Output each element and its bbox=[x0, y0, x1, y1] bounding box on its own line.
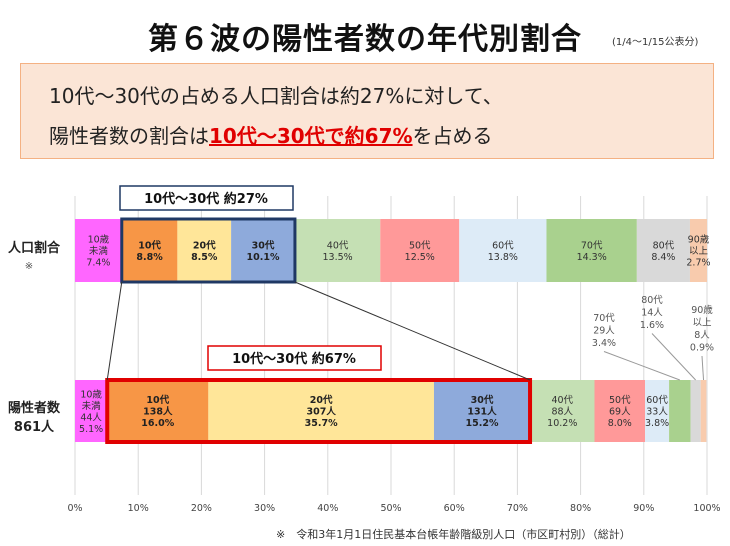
x-tick-label: 20% bbox=[191, 503, 212, 514]
bar-population-80s bbox=[636, 219, 690, 282]
bar-positives-80s bbox=[690, 380, 701, 442]
highlight-box-positives bbox=[105, 378, 533, 444]
row-label-population-note: ※ bbox=[25, 261, 33, 272]
callout-label-70s: 70代 29人 3.4% bbox=[592, 313, 616, 349]
bar-label-positives-50s: 50代 69人 8.0% bbox=[608, 395, 632, 429]
annotation-positives: 10代～30代 約67% bbox=[232, 351, 356, 367]
x-tick-label: 30% bbox=[254, 503, 275, 514]
bar-label-population-70s: 70代 14.3% bbox=[577, 240, 607, 263]
bar-label-population-90plus: 90歳以上 2.7% bbox=[686, 234, 710, 269]
x-tick-label: 100% bbox=[693, 503, 720, 514]
summary-line-1: 10代～30代の占める人口割合は約27%に対して、 bbox=[49, 84, 503, 108]
bar-population-50s bbox=[380, 219, 460, 282]
bar-label-positives-30s: 30代 131人 15.2% bbox=[466, 394, 499, 429]
bar-positives-90plus bbox=[700, 380, 707, 442]
x-tick-label: 50% bbox=[380, 503, 401, 514]
bar-label-positives-under10: 10歳未満 44人 5.1% bbox=[79, 388, 103, 435]
footnote: ※ 令和3年1月1日住民基本台帳年齢階級別人口（市区町村別）（総計） bbox=[276, 528, 631, 541]
bar-label-population-20s: 20代 8.5% bbox=[191, 239, 218, 263]
bar-label-population-under10: 10歳未満 7.4% bbox=[86, 234, 110, 269]
page-title: 第６波の陽性者数の年代別割合 bbox=[148, 22, 582, 57]
x-tick-label: 10% bbox=[128, 503, 149, 514]
period-note: (1/4～1/15公表分) bbox=[612, 37, 699, 48]
row-label-positives-count: 861人 bbox=[14, 419, 55, 435]
bar-label-population-40s: 40代 13.5% bbox=[323, 240, 353, 263]
annotation-box-population bbox=[119, 185, 294, 211]
bar-positives-40s bbox=[530, 380, 595, 442]
bar-population-60s bbox=[459, 219, 547, 282]
callout-leader-70s bbox=[603, 351, 680, 381]
bar-label-positives-40s: 40代 88人 10.2% bbox=[547, 395, 577, 429]
bar-label-positives-10s: 10代 138人 16.0% bbox=[141, 394, 174, 429]
summary-line-2-suffix: を占める bbox=[412, 124, 493, 148]
row-label-positives: 陽性者数 bbox=[8, 400, 61, 416]
callout-label-90plus: 90歳以上 8人 0.9% bbox=[690, 304, 714, 354]
bar-positives-under10 bbox=[75, 380, 108, 442]
bar-label-population-30s: 30代 10.1% bbox=[247, 239, 280, 263]
bar-population-40s bbox=[294, 219, 381, 282]
x-tick-label: 90% bbox=[633, 503, 654, 514]
row-label-population: 人口割合 bbox=[8, 240, 61, 256]
bar-positives-30s bbox=[433, 380, 531, 442]
bar-population-90plus bbox=[689, 219, 707, 282]
bar-positives-10s bbox=[107, 380, 209, 442]
bar-positives-50s bbox=[594, 380, 646, 442]
x-tick-label: 0% bbox=[67, 503, 82, 514]
bar-population-20s bbox=[177, 219, 232, 282]
x-tick-label: 40% bbox=[317, 503, 338, 514]
x-tick-label: 70% bbox=[507, 503, 528, 514]
bar-label-population-60s: 60代 13.8% bbox=[488, 240, 518, 263]
bar-label-population-80s: 80代 8.4% bbox=[651, 240, 675, 263]
bar-label-population-50s: 50代 12.5% bbox=[405, 240, 435, 263]
bar-label-positives-60s: 60代 33人 3.8% bbox=[645, 395, 669, 429]
bar-positives-70s bbox=[669, 380, 691, 442]
bar-population-under10 bbox=[75, 219, 122, 282]
summary-line-2-highlight: 10代～30代で約67% bbox=[209, 124, 413, 148]
callout-label-80s: 80代 14人 1.6% bbox=[640, 295, 664, 331]
bar-label-population-10s: 10代 8.8% bbox=[136, 239, 163, 263]
summary-line-2-prefix: 陽性者数の割合は bbox=[49, 124, 209, 148]
annotation-population: 10代～30代 約27% bbox=[144, 191, 268, 207]
callout-leader-90plus bbox=[701, 355, 705, 381]
bar-population-70s bbox=[546, 219, 637, 282]
connector-line-right bbox=[294, 281, 531, 381]
bar-positives-20s bbox=[208, 380, 434, 442]
x-tick-label: 60% bbox=[444, 503, 465, 514]
bar-population-10s bbox=[121, 219, 178, 282]
annotation-box-positives bbox=[207, 345, 382, 371]
highlight-box-population bbox=[120, 217, 297, 284]
bar-label-positives-20s: 20代 307人 35.7% bbox=[305, 394, 338, 429]
bar-population-30s bbox=[231, 219, 295, 282]
summary-line-2: 陽性者数の割合は10代～30代で約67%を占める bbox=[49, 120, 493, 149]
connector-line-left bbox=[106, 281, 123, 381]
x-tick-label: 80% bbox=[570, 503, 591, 514]
bar-positives-60s bbox=[645, 380, 670, 442]
callout-leader-80s bbox=[651, 333, 696, 381]
summary-box: 10代～30代の占める人口割合は約27%に対して、 陽性者数の割合は10代～30… bbox=[20, 63, 714, 159]
